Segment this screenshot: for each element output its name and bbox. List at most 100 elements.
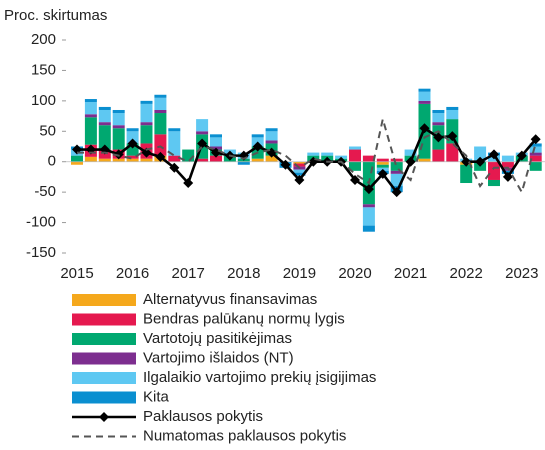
bar-segment xyxy=(112,109,125,114)
bar-segment xyxy=(321,152,334,156)
line-marker xyxy=(377,168,388,179)
bar-segment xyxy=(529,146,542,153)
line-marker xyxy=(169,162,180,173)
bar-segment xyxy=(140,122,153,126)
legend-label: Vartojimo išlaidos (NT) xyxy=(143,349,294,366)
legend-label: Numatomas paklausos pokytis xyxy=(143,427,346,444)
legend-swatch xyxy=(72,294,136,306)
bar-segment xyxy=(474,146,487,162)
y-tick-label: 100 xyxy=(31,92,56,109)
legend-marker xyxy=(99,412,109,422)
bar-segment xyxy=(112,158,125,162)
bar-segment xyxy=(349,149,361,162)
y-tick-label: 200 xyxy=(31,31,56,48)
bar-segment xyxy=(529,143,542,147)
bar-segment xyxy=(376,164,389,168)
bar-segment xyxy=(112,113,125,126)
line-marker xyxy=(475,156,486,167)
bar-segment xyxy=(140,103,153,123)
y-tick-label: -150 xyxy=(26,244,56,261)
bar-segment xyxy=(529,155,542,162)
y-tick-label: -50 xyxy=(34,183,56,200)
bar-segment xyxy=(84,156,97,162)
bar-segment xyxy=(168,128,181,132)
bar-segment xyxy=(84,102,97,115)
legend-label: Ilgalaikio vartojimo prekių įsigijimas xyxy=(143,369,376,386)
bar-segment xyxy=(418,91,431,101)
line-marker xyxy=(363,184,374,195)
bar-segment xyxy=(293,172,306,176)
bar-segment xyxy=(390,158,403,162)
line-marker xyxy=(141,147,152,158)
bar-segment xyxy=(307,152,320,156)
bar-segment xyxy=(362,204,375,208)
line-marker xyxy=(127,138,138,149)
bar-segment xyxy=(501,161,514,168)
bar-segment xyxy=(84,99,97,103)
bar-segment xyxy=(529,161,542,171)
line-marker xyxy=(197,138,208,149)
bar-segment xyxy=(98,109,111,123)
x-tick-label: 2020 xyxy=(338,265,371,282)
bar-segment xyxy=(376,158,389,162)
bar-segment xyxy=(265,131,278,141)
y-tick-label: -100 xyxy=(26,214,56,231)
bar-segment xyxy=(446,109,459,120)
bar-segment xyxy=(154,134,167,156)
bar-segment xyxy=(112,125,125,129)
bar-segment xyxy=(390,161,403,171)
bar-segment xyxy=(154,97,167,110)
x-tick-label: 2017 xyxy=(172,265,205,282)
legend-label: Vartotojų pasitikėjimas xyxy=(143,330,292,347)
bar-segment xyxy=(293,169,306,173)
x-tick-label: 2023 xyxy=(505,265,538,282)
legend-swatch xyxy=(72,313,136,326)
bar-segment xyxy=(98,122,111,126)
legend-swatch xyxy=(72,372,136,384)
bar-segment xyxy=(446,143,459,162)
bar-segment xyxy=(529,152,542,156)
x-tick-label: 2018 xyxy=(227,265,260,282)
x-tick-label: 2022 xyxy=(450,265,483,282)
x-tick-label: 2016 xyxy=(116,265,149,282)
line-marker xyxy=(433,132,444,143)
bar-segment xyxy=(432,149,445,162)
bar-segment xyxy=(376,161,389,165)
bar-segment xyxy=(265,128,278,132)
bar-segment xyxy=(293,163,306,167)
bar-segment xyxy=(126,128,139,132)
bar-segment xyxy=(488,161,500,180)
bar-segment xyxy=(362,155,375,162)
line-marker xyxy=(391,187,402,198)
bar-segment xyxy=(404,149,417,156)
bar-segment xyxy=(112,128,125,150)
line-marker xyxy=(461,156,472,167)
line-marker xyxy=(405,156,416,167)
y-tick-label: 50 xyxy=(39,122,56,139)
bar-segment xyxy=(210,137,222,147)
bar-segment xyxy=(432,113,445,123)
bar-segment xyxy=(293,161,306,164)
line-marker xyxy=(294,174,305,185)
bar-segment xyxy=(168,155,181,162)
bar-segment xyxy=(237,161,250,165)
bar-segment xyxy=(210,134,222,138)
line-marker xyxy=(447,131,458,142)
legend-label: Kita xyxy=(143,388,170,405)
line-marker xyxy=(419,123,430,134)
bar-segment xyxy=(418,88,431,92)
bar-segment xyxy=(265,155,278,162)
legend-label: Paklausos pokytis xyxy=(143,408,263,425)
y-tick-label: 0 xyxy=(48,153,56,170)
bar-segment xyxy=(349,161,361,171)
bar-segment xyxy=(501,155,514,162)
line-marker xyxy=(280,159,291,170)
line-marker xyxy=(530,134,541,145)
line xyxy=(77,118,537,195)
line-marker xyxy=(489,149,499,160)
line-marker xyxy=(155,151,166,162)
bar-segment xyxy=(98,106,111,110)
bar-segment xyxy=(84,117,97,145)
bar-segment xyxy=(126,131,139,144)
